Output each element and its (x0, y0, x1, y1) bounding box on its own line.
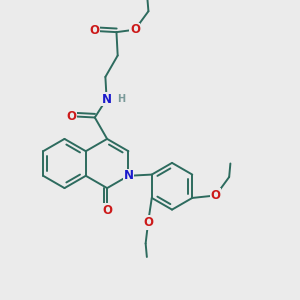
Text: O: O (211, 189, 220, 202)
Text: O: O (66, 110, 76, 123)
Text: N: N (123, 169, 134, 182)
Text: O: O (143, 216, 153, 229)
Text: H: H (117, 94, 125, 104)
Text: O: O (89, 24, 99, 38)
Text: O: O (130, 23, 140, 36)
Text: O: O (102, 204, 112, 217)
Text: N: N (102, 92, 112, 106)
